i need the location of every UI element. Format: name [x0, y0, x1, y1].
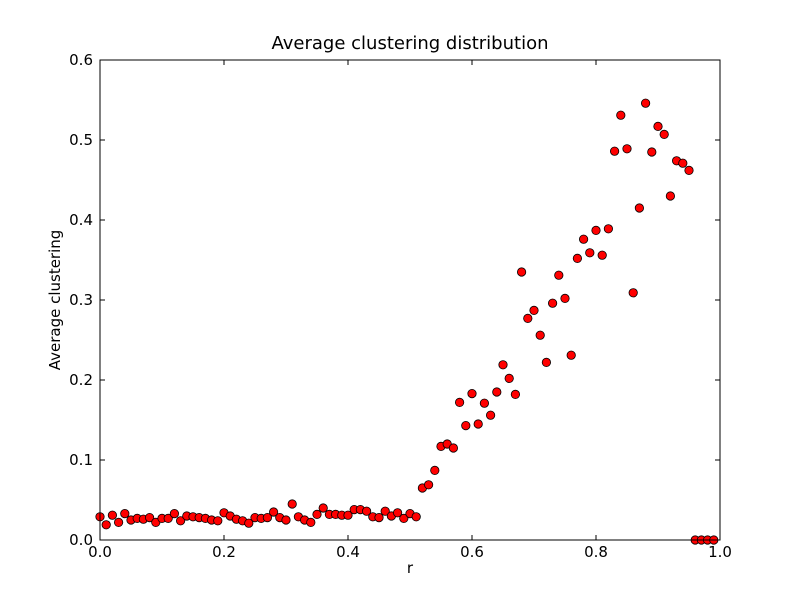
x-tick-label: 0.2: [212, 543, 236, 561]
data-point: [268, 507, 279, 517]
data-point: [566, 350, 576, 360]
chart-title: Average clustering distribution: [272, 33, 549, 54]
y-tick-label: 0.0: [69, 531, 93, 549]
data-point: [318, 503, 328, 513]
data-point: [529, 305, 539, 315]
y-tick-label: 0.3: [69, 291, 93, 309]
y-tick-label: 0.4: [69, 211, 93, 229]
y-tick-label: 0.6: [69, 51, 93, 69]
x-tick-label: 0.4: [336, 543, 360, 561]
data-point: [560, 293, 570, 303]
data-point: [169, 508, 179, 519]
data-point: [578, 234, 589, 244]
x-tick-label: 0.8: [584, 543, 608, 561]
data-point: [423, 480, 434, 490]
data-point: [585, 248, 595, 258]
data-point: [535, 330, 545, 340]
data-point: [287, 499, 297, 509]
data-point: [244, 518, 254, 528]
data-point: [114, 517, 124, 528]
data-point: [461, 420, 471, 431]
y-axis-label: Average clustering: [46, 230, 64, 371]
data-point: [163, 513, 173, 524]
plot-background: [100, 60, 720, 540]
data-point: [516, 267, 527, 277]
data-point: [554, 270, 564, 280]
data-point: [467, 388, 477, 399]
data-point: [616, 110, 626, 120]
y-tick-label: 0.5: [69, 131, 93, 149]
data-point: [572, 253, 583, 263]
plot-frame: [99, 59, 721, 541]
data-point: [281, 515, 291, 525]
data-point: [492, 387, 502, 397]
data-point: [523, 313, 533, 323]
data-point: [622, 144, 632, 154]
x-tick-label: 1.0: [708, 543, 732, 561]
data-point: [145, 512, 155, 523]
data-point: [101, 520, 111, 530]
data-point: [312, 509, 322, 520]
data-point: [213, 516, 223, 526]
y-tick-label: 0.1: [69, 451, 93, 469]
data-point: [547, 298, 558, 308]
data-point: [343, 510, 353, 520]
data-point: [454, 397, 465, 407]
data-point: [640, 98, 651, 108]
data-point: [665, 191, 676, 201]
data-point: [653, 121, 663, 132]
data-point: [448, 443, 458, 453]
data-point: [430, 465, 440, 475]
data-point: [510, 389, 521, 399]
data-point: [597, 250, 607, 260]
data-point: [473, 419, 483, 429]
data-point: [541, 357, 552, 367]
data-point: [485, 410, 496, 420]
data-point: [628, 288, 638, 298]
x-tick-label: 0.6: [460, 543, 484, 561]
data-point: [634, 203, 645, 213]
data-point: [120, 508, 130, 519]
axis-ticks: 0.0 0.2 0.4 0.6 0.8 1.0 0.0 0.1 0.2 0.3 0.4 0.5 0.6: [69, 51, 732, 561]
data-point: [603, 224, 614, 234]
data-point: [647, 147, 657, 157]
data-point: [678, 158, 688, 168]
data-point: [399, 513, 409, 524]
x-axis-label: r: [407, 559, 414, 577]
data-point: [479, 398, 489, 408]
data-point: [361, 506, 372, 516]
data-point: [411, 512, 421, 522]
data-point: [609, 146, 620, 156]
x-tick-label: 0.0: [88, 543, 112, 561]
data-point: [176, 516, 186, 526]
data-points: [95, 98, 719, 545]
data-point: [591, 225, 601, 235]
data-point: [107, 510, 118, 520]
data-point: [684, 165, 694, 175]
data-point: [380, 506, 390, 516]
data-point: [504, 373, 514, 383]
data-point: [392, 508, 403, 518]
data-point: [374, 512, 384, 523]
data-point: [659, 129, 669, 139]
data-point: [498, 360, 508, 370]
data-point: [262, 512, 272, 523]
y-tick-label: 0.2: [69, 371, 93, 389]
data-point: [306, 517, 316, 528]
